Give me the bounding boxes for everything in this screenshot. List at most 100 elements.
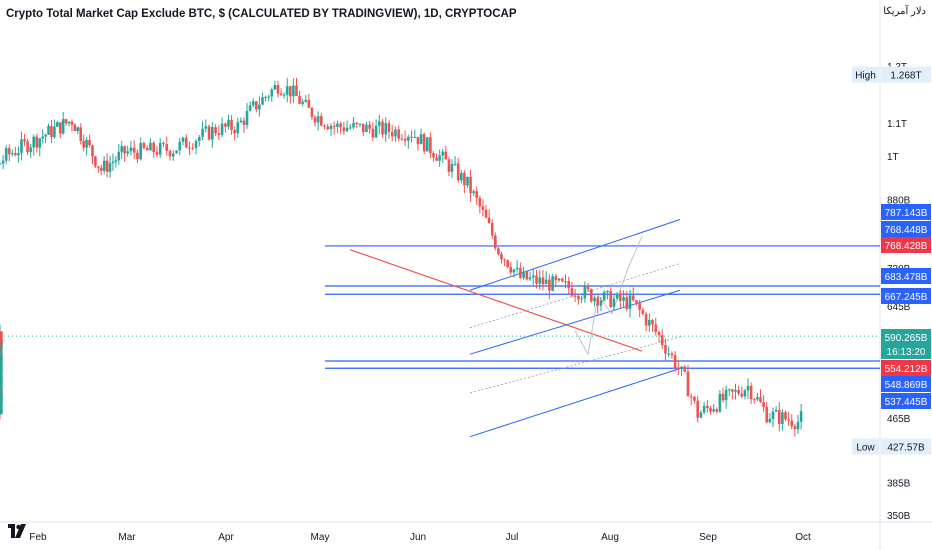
candle-body [233, 130, 236, 134]
candle-body [535, 275, 538, 284]
candle-body [593, 297, 596, 302]
candle-body [304, 99, 308, 102]
projection-path [574, 236, 643, 356]
candle-body [188, 147, 191, 149]
candle-body [737, 389, 740, 394]
candle-body [149, 142, 152, 151]
candle-body [371, 128, 375, 138]
price-tick-label: 1T [887, 152, 899, 163]
candle-body [683, 366, 687, 372]
candle-body [355, 122, 359, 124]
price-tick-label: 645B [887, 302, 911, 313]
candle-body [631, 295, 635, 301]
candle-body [0, 337, 3, 344]
candle-body [657, 331, 661, 336]
candle-body [512, 269, 516, 273]
price-tag-label: 590.265B [885, 333, 928, 344]
candle-body [596, 297, 600, 306]
trendline-red [349, 249, 643, 352]
candle-body [261, 97, 264, 105]
candle-body [602, 292, 606, 301]
candle-body [181, 137, 185, 142]
candle-body [654, 324, 658, 332]
candle-body [484, 209, 488, 218]
candle-body [435, 157, 438, 161]
candle-body [26, 141, 29, 153]
candle-body [94, 156, 97, 167]
candle-body [648, 319, 651, 326]
candle-body [394, 129, 397, 137]
candle-body [358, 123, 362, 125]
candle-body [680, 366, 683, 369]
candle-body [606, 291, 609, 293]
candle-body [0, 163, 2, 165]
price-tag-label: 548.869B [885, 380, 928, 391]
candle-body [752, 399, 756, 401]
currency-label[interactable]: دلار آمریکا [883, 6, 926, 17]
candle-body [525, 271, 529, 280]
candle-body [365, 124, 368, 133]
candle-body [97, 166, 100, 168]
candle-body [580, 298, 583, 300]
candle-body [615, 293, 619, 299]
candle-body [99, 167, 103, 171]
candle-body [307, 99, 311, 108]
candle-body [478, 197, 482, 207]
candle-body [689, 396, 693, 398]
candle-body [590, 289, 593, 302]
chart-title: Crypto Total Market Cap Exclude BTC, $ (… [6, 8, 517, 20]
candle-body [564, 281, 567, 283]
price-tick-label: 350B [887, 511, 911, 522]
candle-body [227, 119, 230, 127]
candle-body [378, 121, 381, 126]
candle-body [410, 136, 413, 138]
candle-body [400, 138, 404, 140]
candle-body [706, 405, 709, 408]
candle-body [329, 125, 333, 130]
candle-body [622, 297, 625, 301]
candle-body [289, 86, 292, 97]
candle-body [38, 138, 42, 148]
candle-body [292, 85, 295, 97]
candle-body [762, 402, 765, 408]
candle-body [282, 94, 286, 96]
candle-body [551, 276, 554, 291]
candle-body [258, 104, 261, 110]
candle-body [105, 160, 109, 172]
stat-value: 427.57B [887, 443, 925, 454]
channel-lower [469, 367, 683, 438]
candle-body [567, 281, 571, 289]
channel-upper [469, 219, 681, 291]
candle-body [0, 395, 3, 406]
candle-body [162, 142, 165, 145]
candle-body [381, 121, 384, 135]
tradingview-logo-icon[interactable] [6, 522, 28, 540]
price-tag [881, 237, 931, 253]
candle-body [56, 122, 59, 127]
time-tick-label: Oct [795, 532, 811, 543]
candle-body [316, 116, 320, 123]
price-tick-label: 465B [887, 414, 911, 425]
drawings [0, 219, 880, 438]
time-tick-label: Feb [29, 532, 47, 543]
candle-body [469, 176, 472, 194]
candle-body [586, 286, 590, 290]
channel-middle [469, 289, 681, 355]
candle-body [599, 300, 603, 306]
candle-body [715, 409, 719, 412]
candle-body [129, 147, 133, 152]
candle-body [686, 371, 690, 397]
candle-body [0, 378, 3, 398]
price-tag-label: 16:13:20 [887, 347, 926, 358]
candle-body [784, 412, 787, 420]
candle-body [158, 142, 162, 155]
candle-body [497, 248, 500, 255]
price-tag [881, 393, 931, 409]
candle-body [397, 129, 400, 139]
candle-body [82, 140, 85, 148]
candle-body [0, 357, 3, 374]
candle-body [573, 295, 577, 297]
price-tag [881, 376, 931, 392]
